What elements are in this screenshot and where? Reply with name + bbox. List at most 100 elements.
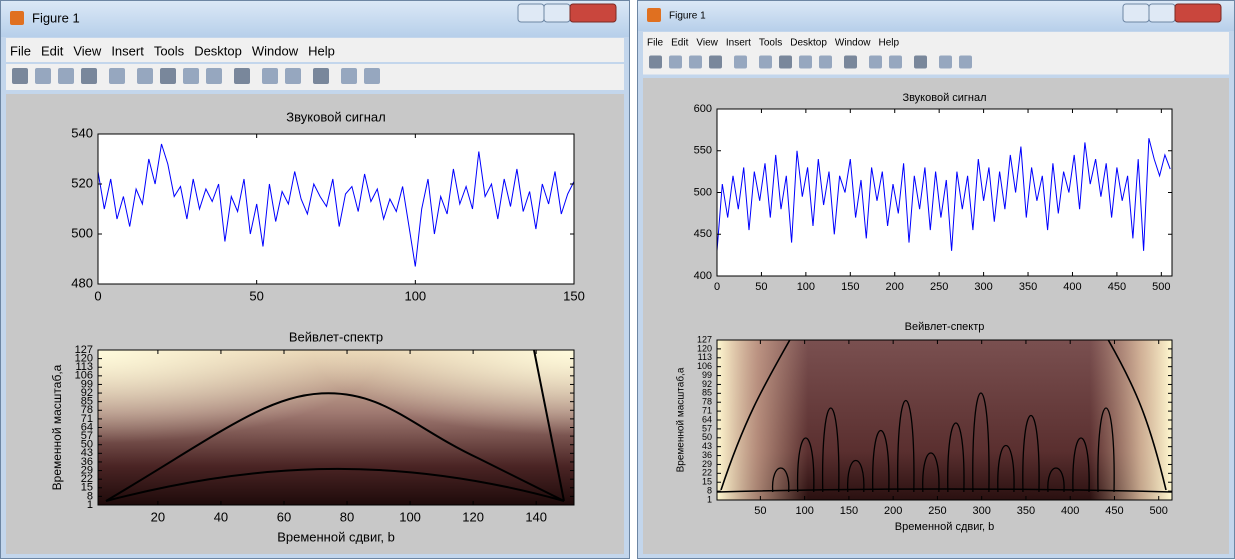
menu-item[interactable]: Edit xyxy=(671,38,688,49)
toolbar-button[interactable] xyxy=(364,68,380,84)
menu-item[interactable]: Tools xyxy=(154,43,185,58)
toolbar-button[interactable] xyxy=(709,55,722,69)
axes-box xyxy=(97,133,575,285)
toolbar-button[interactable] xyxy=(819,55,832,69)
spectrum-contour xyxy=(1072,437,1090,493)
y-tick-label: 127 xyxy=(75,344,93,356)
menu-item[interactable]: Desktop xyxy=(194,43,242,58)
y-tick-label: 85 xyxy=(81,396,93,408)
x-tick-label: 80 xyxy=(340,509,354,524)
toolbar-button[interactable] xyxy=(35,68,51,84)
plot-title: Вейвлет-спектр xyxy=(289,329,383,344)
toolbar-button[interactable] xyxy=(160,68,176,84)
toolbar-button[interactable] xyxy=(869,55,882,69)
y-tick-label: 15 xyxy=(702,477,712,487)
y-tick-label: 106 xyxy=(697,361,712,371)
menu-item[interactable]: File xyxy=(10,43,31,58)
toolbar-button[interactable] xyxy=(689,55,702,69)
y-tick-label: 85 xyxy=(702,388,712,398)
toolbar-button[interactable] xyxy=(939,55,952,69)
spectrum-contour xyxy=(847,460,865,493)
x-tick-label: 250 xyxy=(930,281,948,293)
x-tick-label: 120 xyxy=(462,509,484,524)
app-icon xyxy=(10,11,24,25)
menu-item[interactable]: Insert xyxy=(111,43,144,58)
minimize-button[interactable] xyxy=(1122,3,1150,23)
menu-item[interactable]: Desktop xyxy=(790,38,827,49)
spectrum-contour xyxy=(821,407,840,493)
toolbar-button[interactable] xyxy=(799,55,812,69)
y-tick-label: 22 xyxy=(81,473,93,485)
y-tick-label: 520 xyxy=(71,175,93,190)
toolbar-button[interactable] xyxy=(649,55,662,69)
window-title: Figure 1 xyxy=(32,10,80,25)
maximize-button[interactable] xyxy=(543,3,571,23)
x-tick-label: 200 xyxy=(884,505,902,517)
menu-item[interactable]: File xyxy=(647,38,664,49)
y-tick-label: 57 xyxy=(702,423,712,433)
toolbar-button[interactable] xyxy=(889,55,902,69)
y-tick-label: 113 xyxy=(75,361,93,373)
x-tick-label: 100 xyxy=(404,288,426,303)
toolbar-button[interactable] xyxy=(262,68,278,84)
toolbar-button[interactable] xyxy=(285,68,301,84)
close-button[interactable] xyxy=(1174,3,1222,23)
y-tick-label: 36 xyxy=(702,450,712,460)
close-button[interactable] xyxy=(569,3,617,23)
toolbar-button[interactable] xyxy=(914,55,927,69)
toolbar-button[interactable] xyxy=(183,68,199,84)
toolbar-button[interactable] xyxy=(109,68,125,84)
x-tick-label: 50 xyxy=(754,505,766,517)
y-tick-label: 106 xyxy=(75,370,93,382)
toolbar-button[interactable] xyxy=(12,68,28,84)
minimize-button[interactable] xyxy=(517,3,545,23)
spectrum-contour xyxy=(720,339,1167,491)
toolbar-button[interactable] xyxy=(779,55,792,69)
menu-item[interactable]: Help xyxy=(308,43,335,58)
toolbar-button[interactable] xyxy=(234,68,250,84)
toolbar-button[interactable] xyxy=(81,68,97,84)
menu-item[interactable]: View xyxy=(696,38,718,49)
spectrum-contour xyxy=(872,429,890,493)
menu-item[interactable]: Window xyxy=(835,38,871,49)
toolbar-button[interactable] xyxy=(959,55,972,69)
toolbar-button[interactable] xyxy=(137,68,153,84)
axes-background xyxy=(98,134,574,284)
toolbar-button[interactable] xyxy=(341,68,357,84)
menu-item[interactable]: Window xyxy=(252,43,299,58)
y-tick-label: 540 xyxy=(71,125,93,140)
menu-item[interactable]: View xyxy=(73,43,102,58)
toolbar-button[interactable] xyxy=(206,68,222,84)
x-tick-label: 50 xyxy=(249,288,263,303)
menu-item[interactable]: Insert xyxy=(726,38,751,49)
toolbar-button[interactable] xyxy=(734,55,747,69)
menu-item[interactable]: Tools xyxy=(759,38,782,49)
y-tick-label: 64 xyxy=(702,414,712,424)
toolbar-button[interactable] xyxy=(844,55,857,69)
app-icon xyxy=(647,8,661,22)
signal-line xyxy=(97,143,575,267)
toolbar-button[interactable] xyxy=(313,68,329,84)
plot-title: Звуковой сигнал xyxy=(286,109,385,124)
y-tick-label: 127 xyxy=(697,334,712,344)
y-tick-label: 500 xyxy=(71,225,93,240)
x-tick-label: 150 xyxy=(563,288,585,303)
spectrum-contour xyxy=(922,452,940,493)
spectrum-contour xyxy=(105,392,565,502)
menu-item[interactable]: Help xyxy=(879,38,900,49)
plot-title: Звуковой сигнал xyxy=(902,92,986,104)
spectrum-contour xyxy=(947,422,965,493)
x-tick-label: 150 xyxy=(841,281,859,293)
menu-item[interactable]: Edit xyxy=(41,43,64,58)
y-tick-label: 8 xyxy=(707,485,712,495)
menu-bar xyxy=(6,38,624,62)
x-tick-label: 50 xyxy=(755,281,767,293)
spectrum-contour xyxy=(716,488,1173,493)
toolbar-button[interactable] xyxy=(759,55,772,69)
toolbar-button[interactable] xyxy=(669,55,682,69)
maximize-button[interactable] xyxy=(1148,3,1176,23)
toolbar-button[interactable] xyxy=(58,68,74,84)
y-tick-label: 36 xyxy=(81,456,93,468)
spectrum-contour xyxy=(897,400,915,493)
window-title: Figure 1 xyxy=(669,11,706,22)
